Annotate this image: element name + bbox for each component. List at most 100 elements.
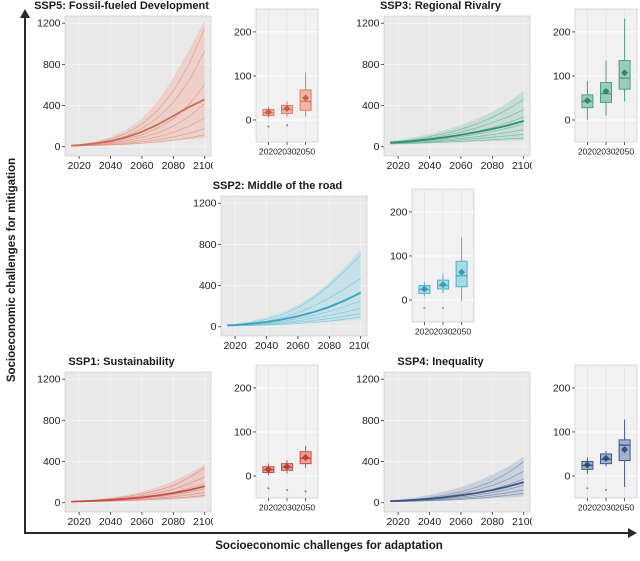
svg-text:2020: 2020	[386, 516, 410, 528]
svg-text:2030: 2030	[277, 147, 296, 157]
svg-text:400: 400	[199, 280, 217, 292]
svg-text:0: 0	[246, 114, 252, 126]
svg-text:100: 100	[553, 426, 571, 438]
svg-text:800: 800	[43, 59, 61, 71]
svg-text:0: 0	[374, 141, 380, 153]
svg-text:200: 200	[553, 382, 571, 394]
svg-text:2080: 2080	[162, 516, 186, 528]
svg-text:2080: 2080	[318, 340, 342, 352]
svg-text:2080: 2080	[481, 160, 505, 172]
svg-text:1200: 1200	[356, 374, 380, 386]
svg-text:2040: 2040	[255, 340, 279, 352]
ssp3-boxplot: 0 100 200 2020 2030 2050	[551, 7, 639, 175]
panel-ssp3: SSP3: Regional Rivalry 0 400 800 1200 2020 20…	[349, 0, 640, 172]
panel-ssp1: SSP1: Sustainability 0 400 800 1200 2020 2040…	[30, 356, 322, 528]
svg-text:0: 0	[246, 470, 252, 482]
svg-text:0: 0	[55, 141, 61, 153]
svg-text:2030: 2030	[277, 503, 296, 513]
x-axis-label: Socioeconomic challenges for adaptation	[215, 540, 443, 552]
svg-text:0: 0	[55, 497, 61, 509]
svg-text:2020: 2020	[67, 160, 91, 172]
svg-text:0: 0	[402, 294, 408, 306]
svg-text:100: 100	[234, 70, 252, 82]
svg-text:400: 400	[43, 100, 61, 112]
ssp1-boxplot: 0 100 200 2020 2030 2050	[232, 363, 320, 531]
panel-ssp3-title: SSP3: Regional Rivalry	[379, 0, 502, 12]
panel-ssp5: SSP5: Fossil-fueled Development 0 400 800 1…	[30, 0, 322, 172]
mitigation-axis-arrow-icon	[20, 9, 30, 18]
svg-text:2040: 2040	[99, 160, 123, 172]
svg-text:2050: 2050	[615, 503, 634, 513]
svg-text:0: 0	[374, 497, 380, 509]
svg-text:2040: 2040	[418, 516, 442, 528]
svg-text:2060: 2060	[286, 340, 310, 352]
svg-text:100: 100	[234, 426, 252, 438]
panel-ssp5-title: SSP5: Fossil-fueled Development	[34, 0, 209, 12]
panel-ssp2: SSP2: Middle of the road 0 400 800 1200 2020…	[186, 180, 478, 352]
svg-text:1200: 1200	[37, 18, 61, 30]
svg-text:800: 800	[362, 415, 380, 427]
svg-text:100: 100	[390, 250, 408, 262]
svg-text:800: 800	[43, 415, 61, 427]
svg-text:2040: 2040	[99, 516, 123, 528]
svg-text:2020: 2020	[223, 340, 247, 352]
svg-text:2030: 2030	[433, 327, 452, 337]
svg-text:2060: 2060	[449, 516, 473, 528]
svg-text:2040: 2040	[418, 160, 442, 172]
svg-text:2050: 2050	[296, 147, 315, 157]
svg-text:2020: 2020	[67, 516, 91, 528]
svg-text:400: 400	[362, 456, 380, 468]
svg-text:0: 0	[565, 470, 571, 482]
svg-text:2050: 2050	[452, 327, 471, 337]
svg-text:2050: 2050	[296, 503, 315, 513]
svg-text:100: 100	[553, 70, 571, 82]
svg-text:2080: 2080	[481, 516, 505, 528]
svg-text:1200: 1200	[37, 374, 61, 386]
svg-text:200: 200	[234, 26, 252, 38]
svg-text:2030: 2030	[596, 147, 615, 157]
svg-text:400: 400	[362, 100, 380, 112]
svg-text:1200: 1200	[356, 18, 380, 30]
svg-text:2030: 2030	[596, 503, 615, 513]
svg-text:2060: 2060	[130, 160, 154, 172]
adaptation-axis-arrow-icon	[628, 528, 637, 538]
svg-text:2020: 2020	[578, 147, 597, 157]
svg-text:2020: 2020	[578, 503, 597, 513]
svg-text:2050: 2050	[615, 147, 634, 157]
mitigation-axis-line	[24, 17, 26, 533]
svg-text:2020: 2020	[259, 503, 278, 513]
svg-text:1200: 1200	[193, 198, 217, 210]
svg-text:800: 800	[199, 239, 217, 251]
adaptation-axis-line	[24, 532, 630, 534]
panel-ssp4: SSP4: Inequality 0 400 800 1200 2020 2040 2060…	[349, 356, 640, 528]
svg-text:2020: 2020	[415, 327, 434, 337]
svg-text:2060: 2060	[449, 160, 473, 172]
svg-text:200: 200	[553, 26, 571, 38]
svg-text:800: 800	[362, 59, 380, 71]
y-axis-label: Socioeconomic challenges for mitigation	[6, 157, 18, 383]
svg-text:0: 0	[565, 114, 571, 126]
svg-text:200: 200	[234, 382, 252, 394]
ssp4-boxplot: 0 100 200 2020 2030 2050	[551, 363, 639, 531]
svg-text:400: 400	[43, 456, 61, 468]
svg-text:2020: 2020	[386, 160, 410, 172]
panel-ssp1-title: SSP1: Sustainability	[68, 356, 175, 368]
panel-ssp2-title: SSP2: Middle of the road	[212, 180, 343, 192]
svg-text:2020: 2020	[259, 147, 278, 157]
ssp2-boxplot: 0 100 200 2020 2030 2050	[388, 187, 476, 355]
panel-ssp4-title: SSP4: Inequality	[397, 356, 484, 368]
svg-text:200: 200	[390, 206, 408, 218]
ssp5-boxplot: 0 100 200 2020 2030 2050	[232, 7, 320, 175]
svg-text:0: 0	[211, 321, 217, 333]
